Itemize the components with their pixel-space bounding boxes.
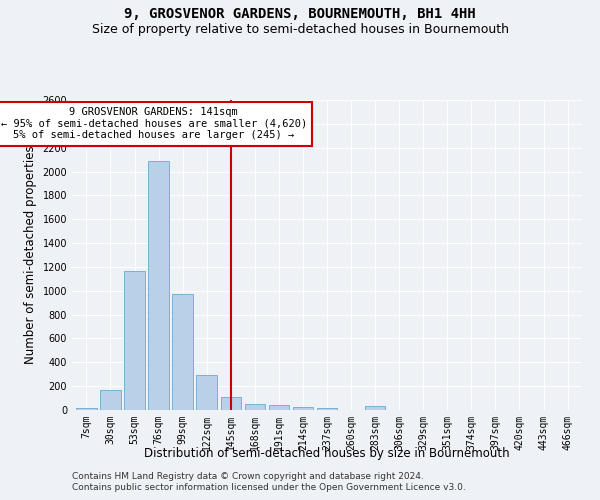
Bar [293, 407, 313, 410]
Bar [221, 398, 241, 410]
Text: Contains HM Land Registry data © Crown copyright and database right 2024.: Contains HM Land Registry data © Crown c… [72, 472, 424, 481]
Bar [76, 408, 97, 410]
Text: 9, GROSVENOR GARDENS, BOURNEMOUTH, BH1 4HH: 9, GROSVENOR GARDENS, BOURNEMOUTH, BH1 4… [124, 8, 476, 22]
Text: Size of property relative to semi-detached houses in Bournemouth: Size of property relative to semi-detach… [91, 22, 509, 36]
Y-axis label: Number of semi-detached properties: Number of semi-detached properties [24, 146, 37, 364]
Bar [317, 408, 337, 410]
Bar [196, 376, 217, 410]
Text: 9 GROSVENOR GARDENS: 141sqm
← 95% of semi-detached houses are smaller (4,620)
5%: 9 GROSVENOR GARDENS: 141sqm ← 95% of sem… [1, 107, 307, 140]
Bar [245, 404, 265, 410]
Bar [100, 390, 121, 410]
Bar [365, 406, 385, 410]
Bar [172, 294, 193, 410]
Text: Contains public sector information licensed under the Open Government Licence v3: Contains public sector information licen… [72, 484, 466, 492]
Bar [148, 161, 169, 410]
Bar [124, 270, 145, 410]
Bar [269, 405, 289, 410]
Text: Distribution of semi-detached houses by size in Bournemouth: Distribution of semi-detached houses by … [144, 448, 510, 460]
